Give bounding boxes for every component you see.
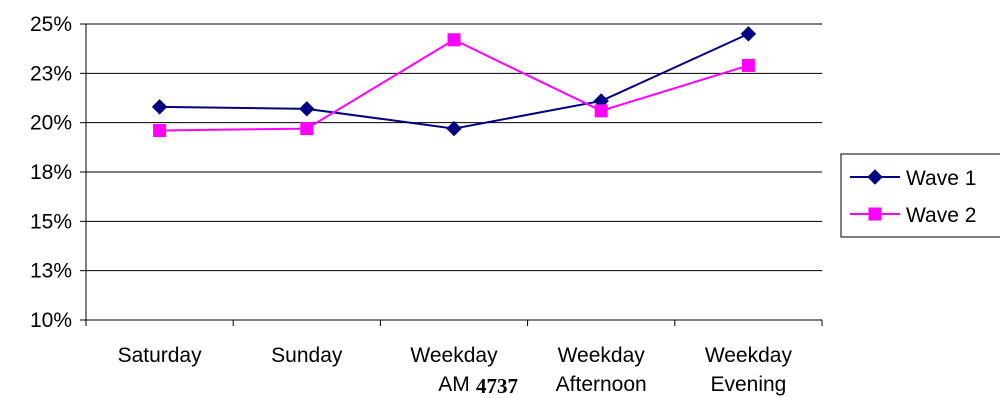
- x-tick-label: Saturday: [118, 344, 203, 367]
- legend-label: Wave 2: [906, 204, 976, 227]
- legend-item: Wave 2: [850, 204, 976, 227]
- axes: [80, 23, 823, 326]
- series-line: [159, 32, 749, 130]
- legend-marker: [868, 207, 882, 221]
- gridlines: [86, 23, 822, 272]
- data-point: [153, 124, 167, 138]
- series-wave-2: [153, 33, 755, 138]
- legend: Wave 1 Wave 2: [840, 153, 1000, 238]
- data-point: [594, 104, 608, 118]
- page-number: 4737: [476, 374, 518, 398]
- data-point: [446, 120, 462, 137]
- x-tick-label: Weekday: [705, 344, 793, 367]
- series-line: [159, 38, 749, 132]
- y-tick-label: 15%: [30, 210, 72, 233]
- x-tick-label: Evening: [710, 373, 786, 396]
- y-tick-label: 23%: [30, 62, 72, 85]
- x-tick-label: Afternoon: [556, 373, 647, 396]
- data-point: [740, 26, 757, 42]
- y-tick-label: 13%: [30, 260, 72, 283]
- series-wave-1: [151, 26, 757, 137]
- y-tick-label: 25%: [30, 13, 72, 36]
- legend-item: Wave 1: [850, 167, 976, 190]
- data-point: [300, 122, 314, 136]
- data-point: [299, 101, 315, 117]
- series-layer: [151, 26, 757, 138]
- y-tick-labels: 10% 13% 15% 18% 20% 23% 25%: [30, 13, 72, 332]
- data-point: [151, 99, 168, 115]
- data-point: [447, 33, 461, 47]
- y-tick-label: 10%: [30, 309, 72, 332]
- x-tick-labels: Saturday Sunday Weekday AM Weekday Afternoon W…: [118, 344, 793, 396]
- y-tick-label: 20%: [30, 112, 72, 135]
- legend-marker: [867, 169, 883, 185]
- x-tick-label: Weekday: [410, 344, 498, 367]
- legend-box: [840, 153, 1000, 238]
- y-tick-label: 18%: [30, 161, 72, 184]
- data-point: [741, 58, 755, 72]
- legend-label: Wave 1: [906, 167, 976, 190]
- x-tick-label: AM: [438, 373, 470, 396]
- x-tick-label: Weekday: [558, 344, 646, 367]
- x-tick-label: Sunday: [271, 344, 343, 367]
